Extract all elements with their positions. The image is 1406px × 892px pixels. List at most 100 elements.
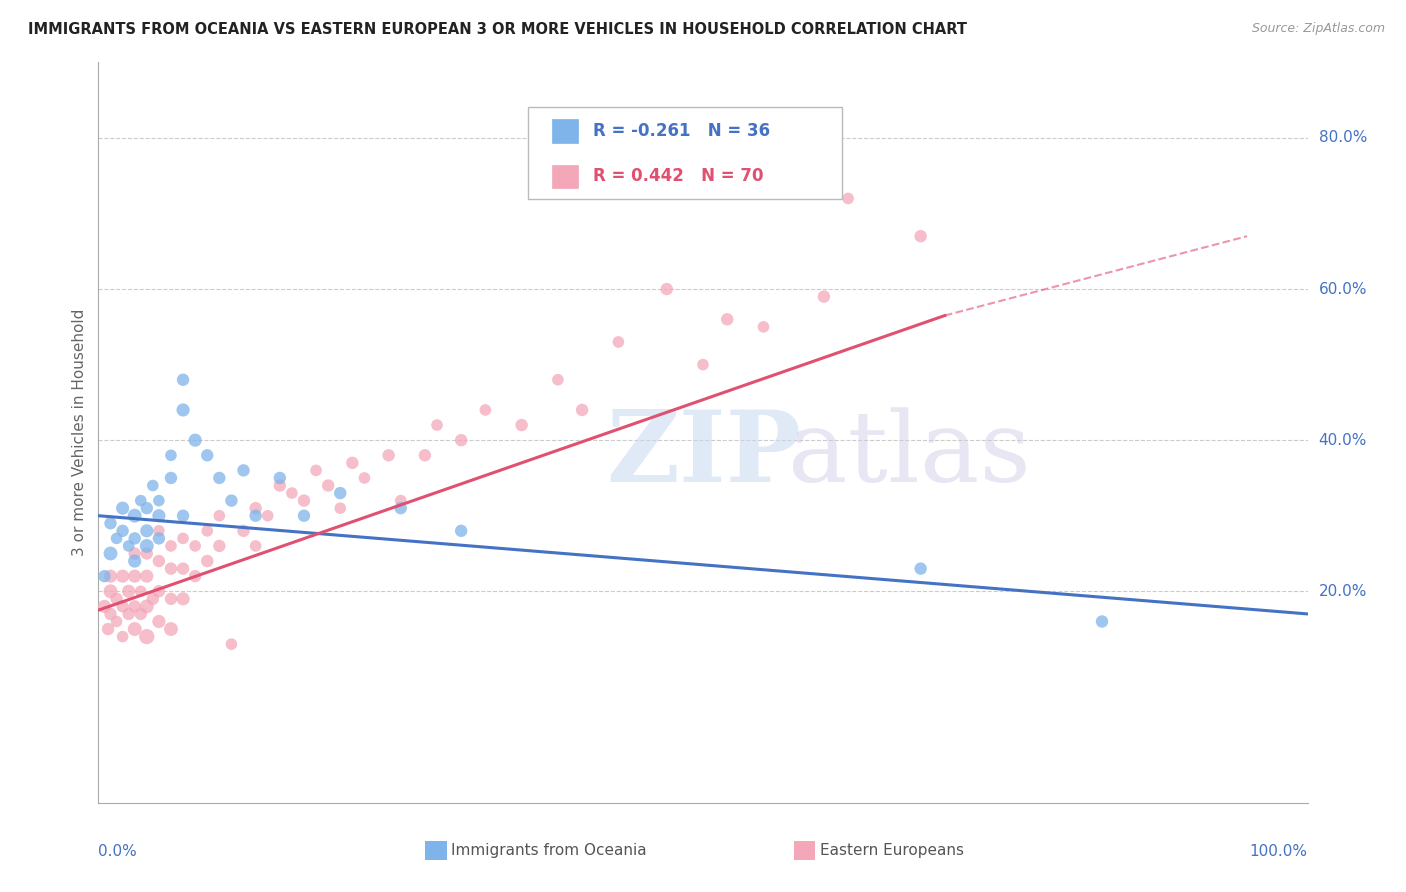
Point [716, 312, 738, 326]
Text: 80.0%: 80.0% [1319, 130, 1367, 145]
Point [118, 539, 141, 553]
Point [208, 508, 231, 523]
Text: atlas: atlas [787, 407, 1031, 503]
Point [910, 229, 932, 244]
Point [129, 607, 152, 621]
Point [93, 569, 115, 583]
Point [232, 463, 254, 477]
Point [97, 622, 120, 636]
Point [135, 599, 157, 614]
Point [105, 591, 128, 606]
Point [221, 637, 243, 651]
Point [450, 433, 472, 447]
Point [172, 373, 194, 387]
Point [160, 448, 183, 462]
Point [124, 508, 146, 523]
Point [93, 599, 115, 614]
Point [172, 508, 194, 523]
Point [571, 403, 593, 417]
Point [100, 516, 122, 531]
Point [256, 508, 278, 523]
Point [105, 532, 128, 546]
Point [292, 493, 315, 508]
Point [221, 493, 243, 508]
Point [135, 569, 157, 583]
Point [245, 539, 267, 553]
Bar [425, 841, 447, 860]
Point [426, 418, 449, 433]
Point [124, 622, 146, 636]
Point [172, 403, 194, 417]
Point [172, 591, 194, 606]
Text: 40.0%: 40.0% [1319, 433, 1367, 448]
Point [111, 569, 134, 583]
Point [111, 501, 134, 516]
Text: ZIP: ZIP [606, 407, 801, 503]
Point [195, 448, 218, 462]
Point [124, 554, 146, 568]
Point [389, 493, 412, 508]
Point [547, 373, 569, 387]
Point [413, 448, 436, 462]
Point [148, 615, 170, 629]
Text: Immigrants from Oceania: Immigrants from Oceania [451, 844, 647, 858]
Point [148, 584, 170, 599]
Point [160, 471, 183, 485]
Point [692, 358, 714, 372]
Text: IMMIGRANTS FROM OCEANIA VS EASTERN EUROPEAN 3 OR MORE VEHICLES IN HOUSEHOLD CORR: IMMIGRANTS FROM OCEANIA VS EASTERN EUROP… [28, 22, 967, 37]
Point [245, 501, 267, 516]
Text: 100.0%: 100.0% [1250, 845, 1308, 860]
Bar [551, 120, 578, 143]
Bar [551, 165, 578, 188]
FancyBboxPatch shape [527, 107, 842, 200]
Point [129, 584, 152, 599]
Point [160, 539, 183, 553]
Point [148, 493, 170, 508]
Point [172, 561, 194, 575]
Point [142, 591, 165, 606]
Point [172, 532, 194, 546]
Point [100, 584, 122, 599]
Point [100, 607, 122, 621]
Point [184, 539, 207, 553]
Point [208, 539, 231, 553]
Text: R = 0.442   N = 70: R = 0.442 N = 70 [593, 168, 763, 186]
Point [655, 282, 678, 296]
Point [111, 524, 134, 538]
Point [135, 539, 157, 553]
Text: 20.0%: 20.0% [1319, 583, 1367, 599]
Point [813, 290, 835, 304]
Point [195, 554, 218, 568]
Text: Source: ZipAtlas.com: Source: ZipAtlas.com [1251, 22, 1385, 36]
Point [329, 486, 352, 500]
Point [474, 403, 496, 417]
Point [245, 508, 267, 523]
Point [124, 532, 146, 546]
Text: 60.0%: 60.0% [1319, 282, 1367, 296]
Point [160, 622, 183, 636]
Point [118, 607, 141, 621]
Bar [793, 841, 815, 860]
Point [135, 547, 157, 561]
Point [105, 615, 128, 629]
Point [837, 191, 859, 205]
Point [148, 508, 170, 523]
Y-axis label: 3 or more Vehicles in Household: 3 or more Vehicles in Household [72, 309, 87, 557]
Point [148, 554, 170, 568]
Point [135, 501, 157, 516]
Point [377, 448, 399, 462]
Point [100, 569, 122, 583]
Point [329, 501, 352, 516]
Point [142, 478, 165, 492]
Point [342, 456, 364, 470]
Point [450, 524, 472, 538]
Point [148, 532, 170, 546]
Point [184, 569, 207, 583]
Point [124, 547, 146, 561]
Point [752, 319, 775, 334]
Point [389, 501, 412, 516]
Point [208, 471, 231, 485]
Text: 0.0%: 0.0% [98, 845, 138, 860]
Point [129, 493, 152, 508]
Point [135, 524, 157, 538]
